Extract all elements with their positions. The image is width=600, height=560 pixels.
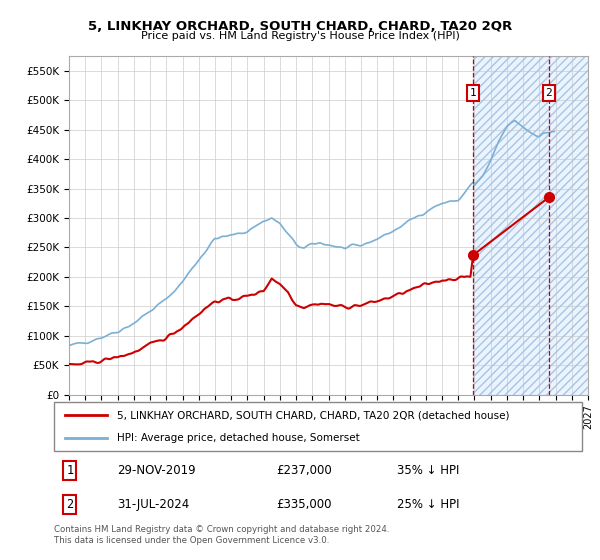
Text: 2: 2 [545, 88, 552, 98]
Bar [473, 56, 588, 395]
Bar [473, 56, 588, 395]
Text: 31-JUL-2024: 31-JUL-2024 [118, 498, 190, 511]
Text: 29-NOV-2019: 29-NOV-2019 [118, 464, 196, 477]
Text: 25% ↓ HPI: 25% ↓ HPI [397, 498, 460, 511]
Text: 5, LINKHAY ORCHARD, SOUTH CHARD, CHARD, TA20 2QR (detached house): 5, LINKHAY ORCHARD, SOUTH CHARD, CHARD, … [118, 410, 510, 421]
Text: 1: 1 [66, 464, 73, 477]
Text: 35% ↓ HPI: 35% ↓ HPI [397, 464, 460, 477]
Text: 1: 1 [470, 88, 476, 98]
FancyBboxPatch shape [54, 402, 582, 451]
Text: 2: 2 [66, 498, 73, 511]
Text: 5, LINKHAY ORCHARD, SOUTH CHARD, CHARD, TA20 2QR: 5, LINKHAY ORCHARD, SOUTH CHARD, CHARD, … [88, 20, 512, 32]
Text: HPI: Average price, detached house, Somerset: HPI: Average price, detached house, Some… [118, 433, 360, 444]
Text: Price paid vs. HM Land Registry's House Price Index (HPI): Price paid vs. HM Land Registry's House … [140, 31, 460, 41]
Text: £237,000: £237,000 [276, 464, 332, 477]
Text: £335,000: £335,000 [276, 498, 331, 511]
Text: Contains HM Land Registry data © Crown copyright and database right 2024.
This d: Contains HM Land Registry data © Crown c… [54, 525, 389, 545]
